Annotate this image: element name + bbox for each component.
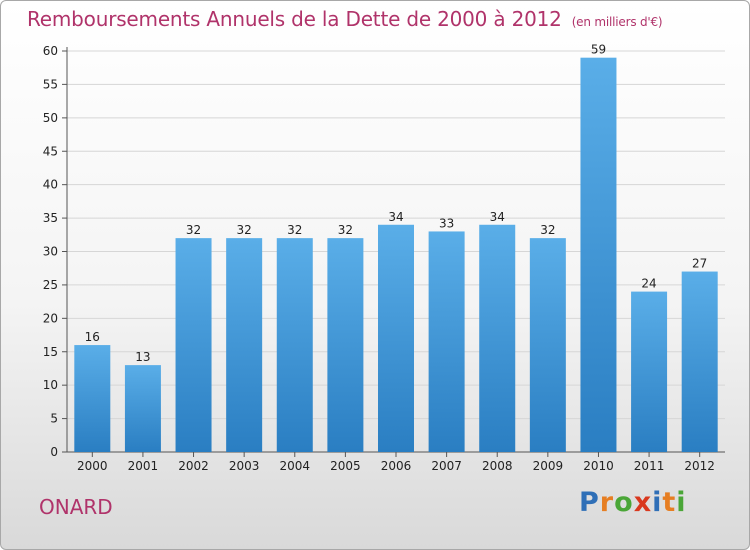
- x-tick-label: 2000: [77, 459, 108, 473]
- bar-value-label: 32: [237, 223, 252, 237]
- bar-value-label: 34: [490, 210, 505, 224]
- logo-letter: P: [579, 487, 600, 518]
- y-tick-label: 20: [43, 311, 58, 325]
- x-tick-label: 2004: [279, 459, 310, 473]
- x-tick-label: 2010: [583, 459, 614, 473]
- bar-value-label: 27: [692, 257, 707, 271]
- logo-letter: o: [614, 487, 634, 518]
- bar-value-label: 32: [338, 223, 353, 237]
- bar-chart: 0 5 10 15 20 25 30 35 40 45 50 55 60 16 2000 13 2001 32 20…: [43, 43, 725, 473]
- bar: [327, 238, 364, 452]
- y-tick-label: 40: [43, 178, 58, 192]
- x-tick-label: 2002: [178, 459, 209, 473]
- chart-title-text: Remboursements Annuels de la Dette de 20…: [27, 7, 562, 31]
- y-tick-label: 5: [50, 412, 58, 426]
- bar: [428, 231, 465, 452]
- bar-value-label: 32: [287, 223, 302, 237]
- bars: [74, 57, 718, 452]
- bar: [631, 291, 668, 452]
- bar: [378, 224, 414, 452]
- bar: [276, 238, 313, 452]
- bar-value-label: 34: [388, 210, 403, 224]
- bar-value-label: 33: [439, 216, 454, 230]
- bar: [580, 57, 617, 452]
- bar: [529, 238, 566, 452]
- unit-note: (en milliers d'€): [571, 15, 663, 29]
- y-tick-label: 60: [43, 44, 58, 58]
- bar-value-label: 13: [135, 350, 150, 364]
- bar: [479, 224, 516, 452]
- x-tick-label: 2012: [684, 459, 715, 473]
- y-tick-label: 15: [43, 345, 58, 359]
- logo-letter: t: [662, 487, 677, 518]
- y-tick-label: 0: [50, 445, 58, 459]
- y-tick-label: 25: [43, 278, 58, 292]
- bar-value-label: 59: [591, 43, 606, 57]
- bar: [681, 271, 718, 452]
- y-tick-label: 35: [43, 211, 58, 225]
- bar: [226, 238, 263, 452]
- x-tick-label: 2003: [229, 459, 260, 473]
- y-tick-label: 55: [43, 77, 58, 91]
- x-tick-label: 2005: [330, 459, 361, 473]
- labels: 0 5 10 15 20 25 30 35 40 45 50 55 60 16 2000 13 2001 32 20…: [43, 43, 715, 473]
- x-tick-label: 2007: [431, 459, 462, 473]
- y-tick-label: 45: [43, 144, 58, 158]
- proxiti-logo[interactable]: Proxiti: [579, 487, 687, 518]
- bar: [124, 365, 161, 452]
- logo-letter: r: [599, 487, 615, 518]
- y-tick-label: 30: [43, 245, 58, 259]
- x-tick-label: 2008: [482, 459, 513, 473]
- logo-letter: x: [633, 487, 653, 518]
- bar-value-label: 24: [641, 277, 656, 291]
- place-name: ONARD: [39, 495, 113, 519]
- y-tick-label: 50: [43, 111, 58, 125]
- bar: [74, 345, 111, 452]
- logo-letter: i: [676, 487, 687, 518]
- x-tick-label: 2001: [128, 459, 159, 473]
- x-tick-label: 2009: [533, 459, 564, 473]
- y-tick-label: 10: [43, 378, 58, 392]
- chart-title: Remboursements Annuels de la Dette de 20…: [27, 7, 663, 31]
- logo-letter: i: [652, 487, 663, 518]
- x-tick-label: 2006: [381, 459, 412, 473]
- bar-value-label: 16: [85, 330, 100, 344]
- bar-value-label: 32: [186, 223, 201, 237]
- bar-value-label: 32: [540, 223, 555, 237]
- x-tick-label: 2011: [634, 459, 665, 473]
- bar: [175, 238, 212, 452]
